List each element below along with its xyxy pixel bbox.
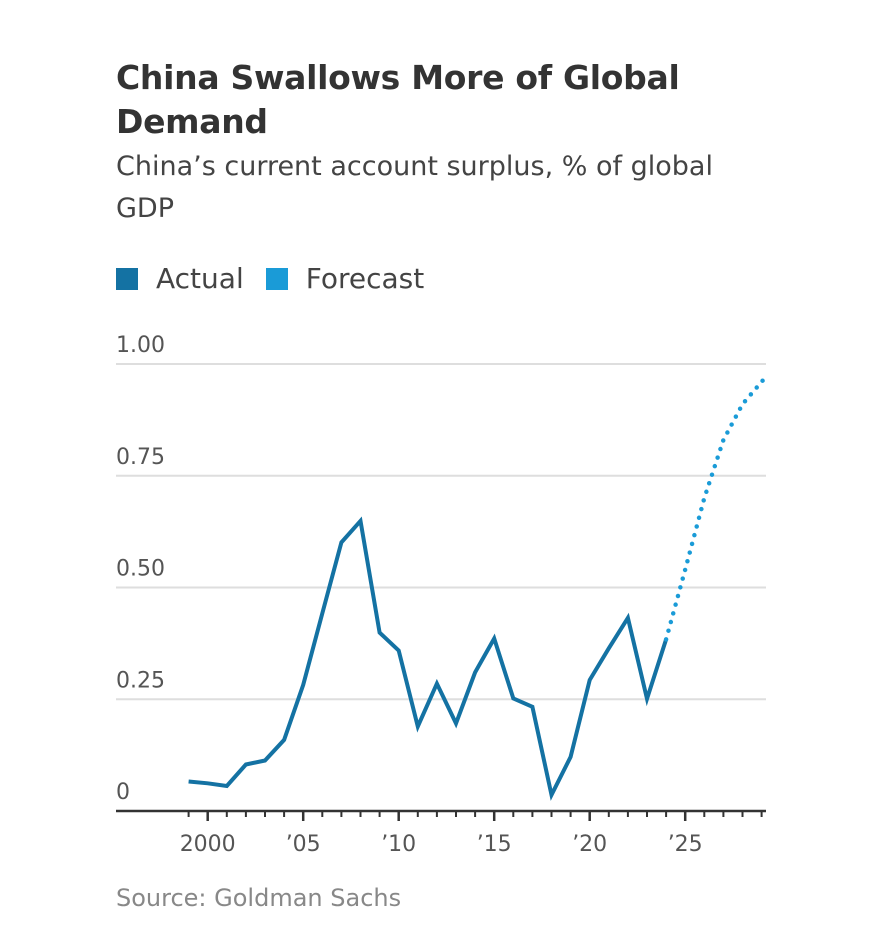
chart-subtitle: China’s current account surplus, % of gl…	[116, 151, 713, 224]
series-line-actual	[188, 516, 669, 801]
x-tick-label: ’05	[286, 832, 321, 857]
y-tick-label: 0.25	[116, 668, 165, 693]
chart-title: China Swallows More of Global Demand	[116, 58, 680, 141]
legend: Actual Forecast	[116, 262, 446, 295]
legend-item-actual: Actual	[116, 262, 244, 295]
legend-swatch-actual	[116, 267, 138, 290]
source-note: Source: Goldman Sachs	[116, 884, 402, 912]
y-tick-label: 1.00	[116, 333, 165, 358]
x-tick-label: 2000	[180, 832, 236, 857]
legend-label-actual: Actual	[156, 262, 244, 295]
y-tick-label: 0.50	[116, 557, 165, 582]
legend-item-forecast: Forecast	[265, 262, 425, 295]
legend-label-forecast: Forecast	[305, 262, 425, 295]
y-tick-label: 0.75	[116, 445, 165, 470]
x-tick-label: ’20	[572, 832, 607, 857]
y-tick-label: 0	[116, 780, 130, 805]
series-line-forecast	[663, 377, 766, 642]
legend-swatch-forecast	[265, 267, 288, 290]
x-tick-label: ’25	[668, 832, 703, 857]
x-tick-label: ’15	[477, 832, 512, 857]
x-tick-label: ’10	[381, 832, 416, 857]
